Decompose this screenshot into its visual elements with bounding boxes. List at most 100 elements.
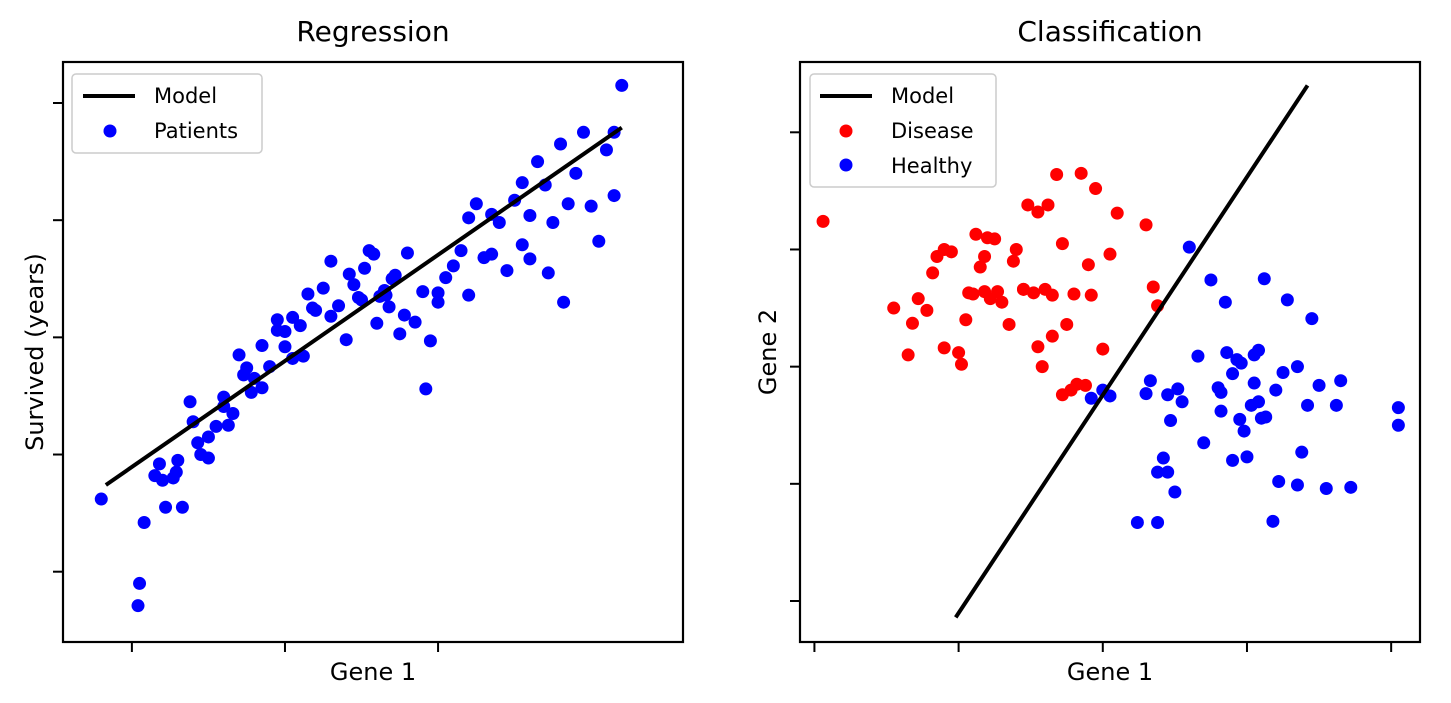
- classification-healthy-point: [1290, 478, 1304, 492]
- regression-patients-point: [397, 308, 411, 322]
- classification-legend: Model Disease Healthy: [809, 73, 997, 188]
- classification-disease-point: [969, 227, 983, 241]
- regression-patients-point: [400, 246, 414, 260]
- regression-patients-point: [367, 247, 381, 261]
- classification-disease-point: [1081, 258, 1095, 272]
- regression-patients-point: [175, 500, 189, 514]
- classification-disease-point: [1146, 280, 1160, 294]
- classification-disease-point: [1031, 205, 1045, 219]
- regression-patients-point: [439, 271, 453, 285]
- classification-disease-point: [1021, 198, 1035, 212]
- regression-patients-point: [370, 316, 384, 330]
- regression-patients-point: [515, 176, 529, 190]
- classification-disease-point: [1045, 288, 1059, 302]
- classification-legend-model-label: Model: [891, 84, 954, 108]
- regression-x-axis-label: Gene 1: [330, 658, 416, 686]
- regression-patients-point: [469, 197, 483, 211]
- regression-patients-point: [419, 382, 433, 396]
- classification-disease-point: [911, 292, 925, 306]
- classification-healthy-point: [1161, 465, 1175, 479]
- regression-patients-point: [316, 281, 330, 295]
- classification-healthy-point: [1175, 395, 1189, 409]
- regression-patients-point: [592, 234, 606, 248]
- classification-disease-point: [926, 266, 940, 280]
- classification-healthy-point: [1139, 387, 1153, 401]
- classification-healthy-point: [1168, 485, 1182, 499]
- classification-healthy-point: [1301, 398, 1315, 412]
- regression-patients-point: [576, 125, 590, 139]
- classification-healthy-point: [1234, 356, 1248, 370]
- classification-disease-point: [959, 313, 973, 327]
- classification-legend-disease-label: Disease: [891, 119, 974, 143]
- classification-legend-healthy-label: Healthy: [891, 154, 972, 178]
- regression-patients-point: [293, 319, 307, 333]
- classification-healthy-point: [1182, 240, 1196, 254]
- regression-patients-point: [408, 315, 422, 329]
- regression-patients-point: [255, 339, 269, 353]
- classification-disease-point: [1096, 342, 1110, 356]
- regression-legend-patients-swatch: [103, 124, 117, 138]
- classification-legend-healthy-swatch: [839, 158, 853, 172]
- regression-patients-point: [541, 266, 555, 280]
- regression-chart: Regression Gene 1 Survived (years) Model…: [21, 15, 685, 686]
- regression-patients-point: [531, 155, 545, 169]
- classification-healthy-point: [1259, 410, 1273, 424]
- classification-model-line: [954, 84, 1310, 619]
- classification-disease-point: [1089, 182, 1103, 196]
- regression-patients-point: [342, 267, 356, 281]
- classification-disease-point: [1016, 282, 1030, 296]
- regression-patients-point: [324, 254, 338, 268]
- regression-points: [94, 78, 629, 613]
- regression-patients-point: [607, 189, 621, 203]
- classification-disease-point: [1041, 198, 1055, 212]
- classification-healthy-point: [1391, 418, 1405, 432]
- regression-patients-point: [388, 268, 402, 282]
- classification-healthy-point: [1226, 453, 1240, 467]
- classification-disease-point: [995, 295, 1009, 309]
- classification-disease-point: [954, 357, 968, 371]
- regression-patients-point: [431, 295, 445, 309]
- regression-patients-point: [270, 323, 284, 337]
- classification-healthy-point: [1151, 465, 1165, 479]
- regression-plot-frame: [61, 60, 685, 644]
- classification-disease-point: [1078, 378, 1092, 392]
- classification-disease-point: [988, 232, 1002, 246]
- regression-patients-point: [270, 313, 284, 327]
- regression-patients-point: [492, 216, 506, 230]
- regression-patients-point: [557, 295, 571, 309]
- classification-title: Classification: [1017, 15, 1202, 48]
- classification-healthy-point: [1084, 391, 1098, 405]
- regression-patients-point: [244, 385, 258, 399]
- classification-healthy-point: [1151, 515, 1165, 529]
- classification-healthy-point: [1269, 383, 1283, 397]
- classification-healthy-point: [1156, 451, 1170, 465]
- regression-patients-point: [201, 430, 215, 444]
- regression-patients-point: [462, 288, 476, 302]
- classification-disease-point: [1074, 166, 1088, 180]
- regression-patients-point: [152, 457, 166, 471]
- regression-patients-point: [240, 361, 254, 375]
- regression-model-line: [104, 125, 623, 487]
- classification-healthy-point: [1266, 514, 1280, 528]
- regression-patients-point: [569, 166, 583, 180]
- regression-patients-point: [416, 285, 430, 299]
- regression-patients-point: [137, 515, 151, 529]
- regression-patients-point: [485, 247, 499, 261]
- regression-patients-point: [301, 287, 315, 301]
- regression-patients-point: [278, 340, 292, 354]
- classification-healthy-point: [1191, 349, 1205, 363]
- regression-patients-point: [500, 264, 514, 278]
- classification-disease-point: [966, 287, 980, 301]
- classification-healthy-point: [1329, 398, 1343, 412]
- classification-healthy-point: [1197, 436, 1211, 450]
- classification-healthy-point: [1214, 385, 1228, 399]
- classification-healthy-point: [1312, 378, 1326, 392]
- regression-patients-point: [309, 303, 323, 317]
- classification-healthy-point: [1295, 445, 1309, 459]
- classification-disease-point: [1139, 218, 1153, 232]
- regression-axis-ticks: [53, 102, 440, 652]
- regression-patients-point: [191, 436, 205, 450]
- regression-patients-point: [561, 197, 575, 211]
- classification-healthy-point: [1171, 382, 1185, 396]
